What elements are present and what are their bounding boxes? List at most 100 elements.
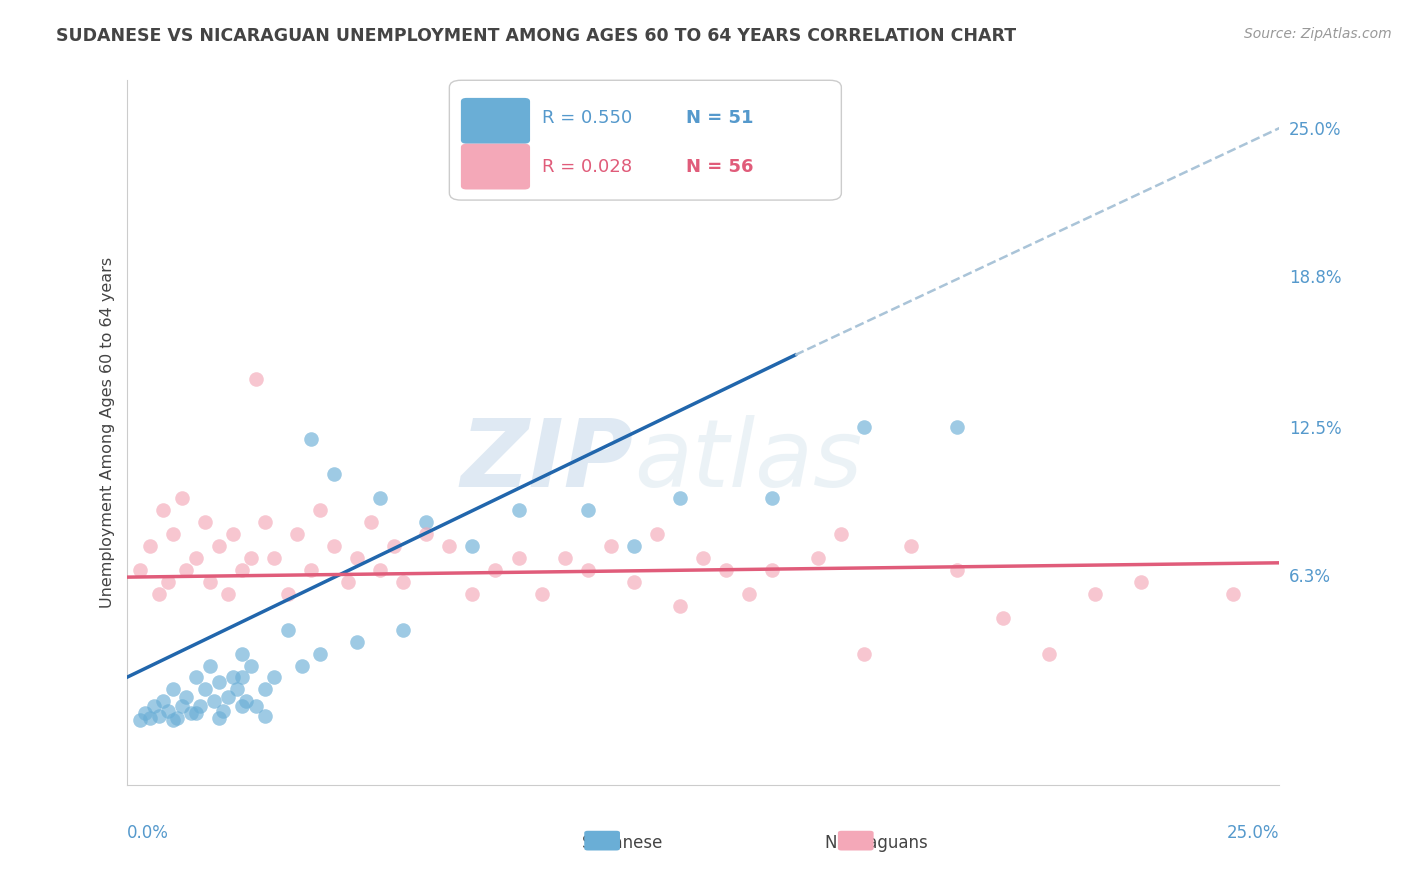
Point bbox=[991, 611, 1014, 625]
Point bbox=[461, 539, 484, 553]
Point bbox=[623, 539, 645, 553]
Point bbox=[198, 658, 221, 673]
Point bbox=[263, 551, 285, 566]
Point bbox=[669, 491, 692, 506]
Point bbox=[830, 527, 852, 541]
Text: SUDANESE VS NICARAGUAN UNEMPLOYMENT AMONG AGES 60 TO 64 YEARS CORRELATION CHART: SUDANESE VS NICARAGUAN UNEMPLOYMENT AMON… bbox=[56, 27, 1017, 45]
FancyBboxPatch shape bbox=[450, 80, 841, 200]
Point bbox=[157, 704, 180, 718]
Point bbox=[392, 574, 415, 589]
Point bbox=[382, 539, 405, 553]
Point bbox=[415, 527, 437, 541]
Point bbox=[253, 708, 276, 723]
Point bbox=[180, 706, 202, 721]
Point bbox=[231, 563, 253, 577]
Point bbox=[392, 623, 415, 637]
Point bbox=[415, 515, 437, 529]
Point bbox=[226, 682, 249, 697]
Point bbox=[508, 503, 530, 517]
Point bbox=[194, 682, 217, 697]
Point bbox=[240, 658, 263, 673]
Point bbox=[299, 432, 322, 446]
Point bbox=[853, 419, 876, 434]
Text: atlas: atlas bbox=[634, 416, 862, 507]
Point bbox=[217, 587, 239, 601]
Point bbox=[221, 670, 243, 684]
Point bbox=[439, 539, 461, 553]
Point bbox=[202, 694, 225, 708]
Point bbox=[761, 491, 783, 506]
Point bbox=[368, 563, 391, 577]
Point bbox=[761, 563, 783, 577]
Text: 0.0%: 0.0% bbox=[127, 823, 169, 842]
Point bbox=[853, 647, 876, 661]
Text: N = 56: N = 56 bbox=[686, 158, 754, 176]
Point bbox=[208, 539, 231, 553]
Point bbox=[208, 675, 231, 690]
Point bbox=[291, 658, 314, 673]
Point bbox=[945, 563, 967, 577]
Point bbox=[143, 699, 166, 714]
Point bbox=[235, 694, 257, 708]
Point bbox=[263, 670, 285, 684]
Point bbox=[530, 587, 553, 601]
Text: Sudanese: Sudanese bbox=[582, 834, 664, 852]
Point bbox=[212, 704, 235, 718]
FancyBboxPatch shape bbox=[838, 830, 873, 850]
Point bbox=[461, 587, 484, 601]
Point bbox=[576, 503, 599, 517]
Point bbox=[1130, 574, 1153, 589]
Point bbox=[188, 699, 211, 714]
Point bbox=[176, 563, 198, 577]
Point bbox=[309, 647, 332, 661]
Point bbox=[231, 670, 253, 684]
Point bbox=[184, 706, 207, 721]
Point bbox=[166, 711, 188, 725]
Point bbox=[807, 551, 830, 566]
Point bbox=[323, 467, 346, 482]
Point bbox=[277, 587, 299, 601]
Text: Nicaraguans: Nicaraguans bbox=[824, 834, 928, 852]
Text: Source: ZipAtlas.com: Source: ZipAtlas.com bbox=[1244, 27, 1392, 41]
Point bbox=[138, 539, 160, 553]
Text: R = 0.028: R = 0.028 bbox=[541, 158, 631, 176]
Point bbox=[309, 503, 332, 517]
Point bbox=[623, 574, 645, 589]
Point bbox=[484, 563, 506, 577]
Point bbox=[360, 515, 382, 529]
Point bbox=[253, 515, 276, 529]
Point bbox=[198, 574, 221, 589]
Point bbox=[184, 670, 207, 684]
Text: N = 51: N = 51 bbox=[686, 109, 754, 127]
Point bbox=[554, 551, 576, 566]
Point bbox=[217, 690, 239, 704]
Point bbox=[221, 527, 243, 541]
Point bbox=[714, 563, 737, 577]
Point bbox=[162, 682, 184, 697]
Y-axis label: Unemployment Among Ages 60 to 64 years: Unemployment Among Ages 60 to 64 years bbox=[100, 257, 115, 608]
Point bbox=[231, 699, 253, 714]
Point bbox=[245, 699, 267, 714]
Text: ZIP: ZIP bbox=[461, 415, 634, 507]
Point bbox=[576, 563, 599, 577]
Point bbox=[692, 551, 714, 566]
Point bbox=[285, 527, 308, 541]
Point bbox=[1038, 647, 1060, 661]
Point bbox=[152, 694, 174, 708]
Point bbox=[162, 714, 184, 728]
Point bbox=[129, 563, 152, 577]
Point bbox=[336, 574, 359, 589]
Point bbox=[253, 682, 276, 697]
Point bbox=[277, 623, 299, 637]
Point bbox=[508, 551, 530, 566]
FancyBboxPatch shape bbox=[585, 830, 620, 850]
FancyBboxPatch shape bbox=[461, 98, 530, 144]
Text: R = 0.550: R = 0.550 bbox=[541, 109, 631, 127]
Point bbox=[152, 503, 174, 517]
Point bbox=[134, 706, 156, 721]
Text: 25.0%: 25.0% bbox=[1227, 823, 1279, 842]
Point bbox=[138, 711, 160, 725]
Point bbox=[669, 599, 692, 613]
Point bbox=[148, 708, 170, 723]
Point bbox=[162, 527, 184, 541]
